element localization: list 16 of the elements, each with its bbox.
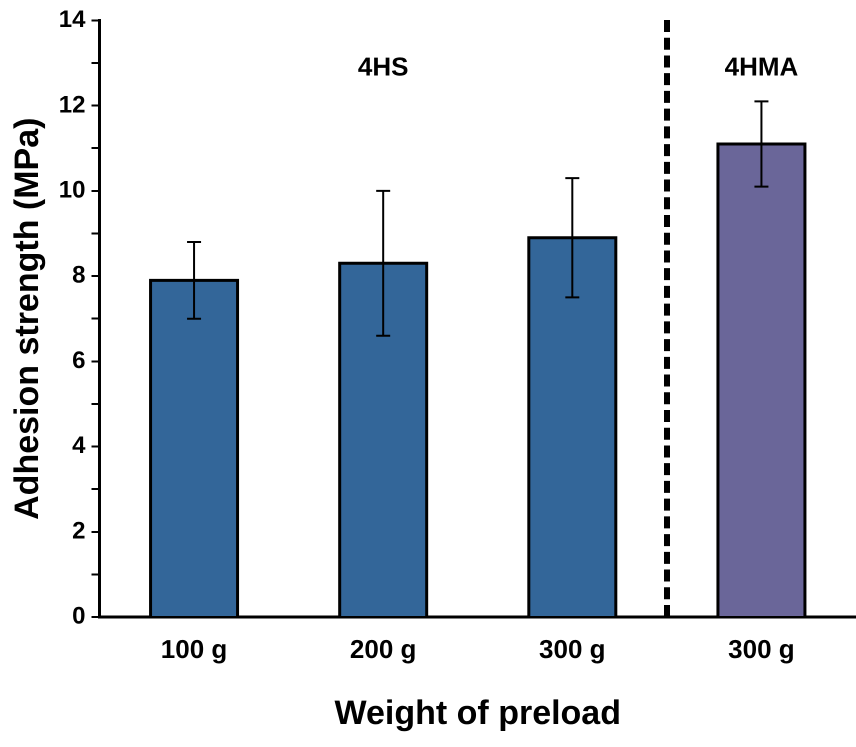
x-axis-title: Weight of preload — [334, 694, 621, 732]
y-tick-label: 0 — [72, 602, 86, 630]
y-tick-label: 4 — [72, 432, 86, 460]
y-axis-title: Adhesion strength (MPa) — [8, 118, 46, 520]
x-tick-label: 300 g — [539, 634, 606, 664]
x-tick-label: 100 g — [160, 634, 228, 664]
annotation: 4HMA — [724, 52, 798, 82]
y-tick-label: 6 — [72, 346, 86, 374]
annotation: 4HS — [358, 52, 408, 82]
y-tick-label: 2 — [72, 517, 86, 544]
y-tick-label: 10 — [58, 176, 86, 204]
y-tick-label: 8 — [72, 262, 86, 289]
x-tick-label: 200 g — [350, 634, 416, 664]
y-tick-label: 14 — [58, 6, 86, 34]
x-tick-label: 300 g — [728, 634, 795, 664]
y-tick-label: 12 — [58, 91, 86, 118]
